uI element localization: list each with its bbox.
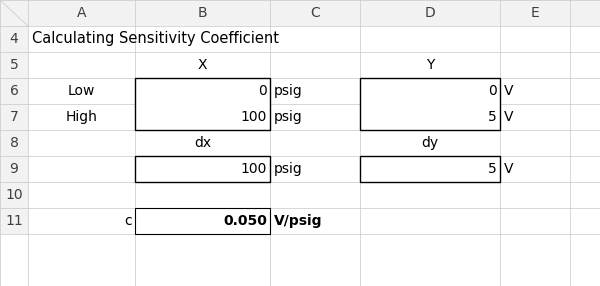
Text: B: B <box>197 6 208 20</box>
Bar <box>0 52 28 78</box>
Text: 7: 7 <box>10 110 19 124</box>
Text: 9: 9 <box>10 162 19 176</box>
Text: E: E <box>530 6 539 20</box>
Text: Y: Y <box>426 58 434 72</box>
Text: X: X <box>198 58 207 72</box>
Text: psig: psig <box>274 84 302 98</box>
Bar <box>0 130 28 156</box>
Bar <box>0 78 28 104</box>
Text: c: c <box>124 214 132 228</box>
Text: 100: 100 <box>241 162 267 176</box>
Bar <box>360 156 500 182</box>
Text: 6: 6 <box>10 84 19 98</box>
Text: V: V <box>503 84 513 98</box>
Text: 5: 5 <box>10 58 19 72</box>
Text: 10: 10 <box>5 188 23 202</box>
Text: psig: psig <box>274 110 302 124</box>
Text: V: V <box>503 110 513 124</box>
Text: dy: dy <box>421 136 439 150</box>
Bar <box>360 78 500 130</box>
Bar <box>0 0 600 26</box>
Bar <box>0 182 28 208</box>
Bar <box>135 208 270 234</box>
Text: C: C <box>310 6 320 20</box>
Bar <box>0 156 28 182</box>
Text: Low: Low <box>68 84 95 98</box>
Bar <box>135 78 270 130</box>
Text: High: High <box>65 110 97 124</box>
Text: 8: 8 <box>10 136 19 150</box>
Text: A: A <box>77 6 86 20</box>
Text: 0: 0 <box>488 84 497 98</box>
Bar <box>0 208 28 234</box>
Bar <box>0 26 28 52</box>
Bar <box>0 104 28 130</box>
Text: 5: 5 <box>488 110 497 124</box>
Text: psig: psig <box>274 162 302 176</box>
Text: 0: 0 <box>258 84 267 98</box>
Text: 4: 4 <box>10 32 19 46</box>
Text: V/psig: V/psig <box>274 214 322 228</box>
Text: 0.050: 0.050 <box>223 214 267 228</box>
Text: 11: 11 <box>5 214 23 228</box>
Text: Calculating Sensitivity Coefficient: Calculating Sensitivity Coefficient <box>32 31 278 47</box>
Bar <box>135 156 270 182</box>
Text: V: V <box>503 162 513 176</box>
Text: D: D <box>425 6 436 20</box>
Text: 5: 5 <box>488 162 497 176</box>
Text: 100: 100 <box>241 110 267 124</box>
Text: dx: dx <box>194 136 211 150</box>
